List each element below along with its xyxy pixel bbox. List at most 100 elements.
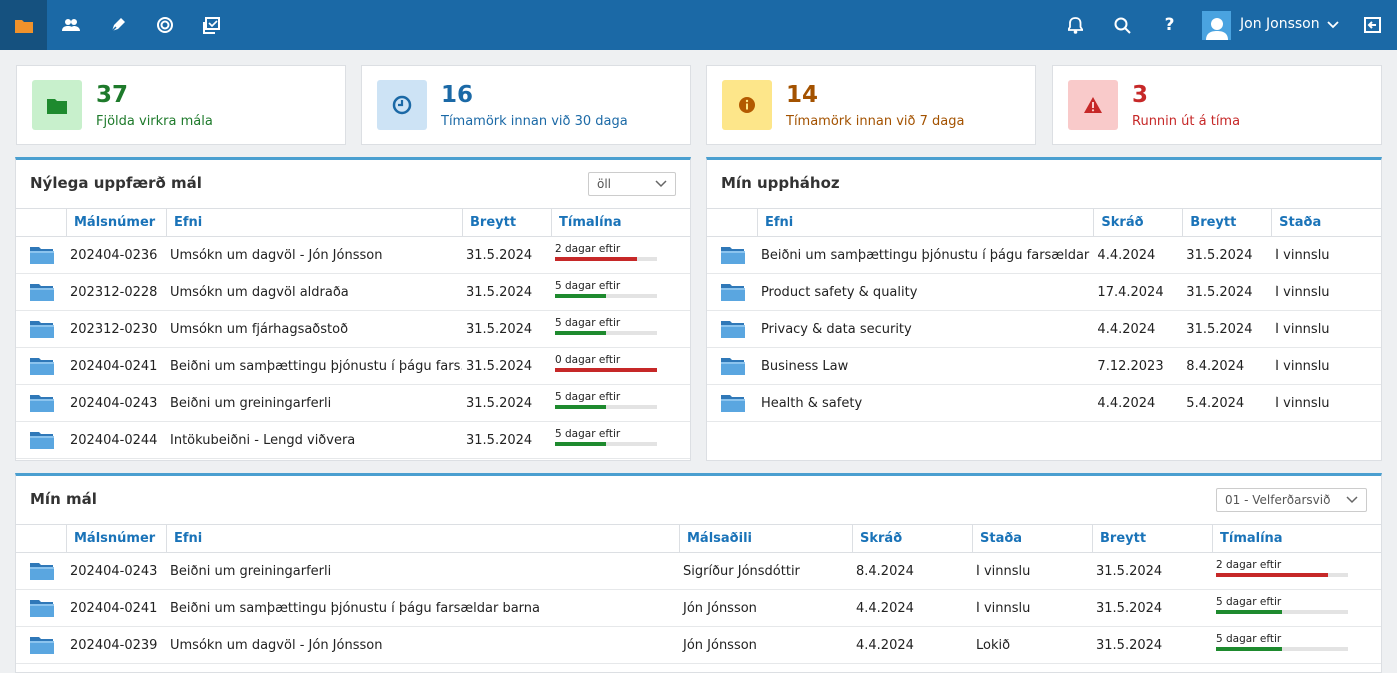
table: MálsnúmerEfniBreyttTímalína202404-0236Um… [16,208,690,459]
icon [1083,96,1103,114]
stat-label: Tímamörk innan við 30 daga [441,114,628,129]
header-cell[interactable]: Breytt [462,209,551,236]
header-cell[interactable]: Skráð [852,525,972,552]
cell: Í vinnslu [1271,359,1381,374]
cell: 8.4.2024 [1182,359,1271,374]
header-cell[interactable]: Skráð [1093,209,1182,236]
table-row[interactable]: Beiðni um samþættingu þjónustu í þágu fa… [707,237,1381,274]
stat-label: Fjölda virkra mála [96,114,213,129]
progress-fill [1216,647,1282,651]
cell: Í vinnslu [1271,248,1381,263]
filter-select[interactable]: öll [588,172,676,196]
cell: Lokið [972,638,1092,653]
cell: Í vinnslu [972,601,1092,616]
table-row[interactable]: 202312-0228Umsókn um dagvöl aldraða31.5.… [16,274,690,311]
logout-icon[interactable] [1364,17,1381,33]
icon [47,97,67,114]
header-cell[interactable]: Efni [166,209,462,236]
cell: Privacy & data security [757,322,1093,337]
cell: 202312-0230 [66,322,166,337]
cell: 31.5.2024 [1182,285,1271,300]
table-row[interactable]: 202404-0243Beiðni um greiningarferli31.5… [16,385,690,422]
table-row[interactable]: 202404-0239Umsókn um dagvöl - Jón Jónsso… [16,627,1381,664]
table-row[interactable]: 202404-0241Beiðni um samþættingu þjónust… [16,348,690,385]
nav-notifications[interactable] [1052,0,1099,50]
timeline-cell: 5 dagar eftir [1212,596,1381,614]
chevron [655,180,667,188]
cell: 202404-0241 [66,601,166,616]
nav-tasks[interactable] [188,0,235,50]
cell: 5.4.2024 [1182,396,1271,411]
cell: 7.12.2023 [1093,359,1182,374]
cell: Í vinnslu [1271,322,1381,337]
cell: Í vinnslu [1271,396,1381,411]
subscriptions-panel: Mín uppháhozEfniSkráðBreyttStaðaBeiðni u… [706,157,1382,461]
cell: Intökubeiðni - Lengd viðvera [166,433,462,448]
progress-track [555,368,657,372]
header-cell[interactable]: Staða [1271,209,1381,236]
header-cell[interactable]: Málsnúmer [66,525,166,552]
nav-target[interactable] [141,0,188,50]
folder-icon [721,282,745,302]
filter-value: öll [597,177,611,191]
folder-icon [30,635,54,655]
cell: 31.5.2024 [462,359,551,374]
cell: Umsókn um dagvöl - Jón Jónsson [166,638,679,653]
cell: 31.5.2024 [462,396,551,411]
stat-value: 37 [96,82,128,108]
header-cell[interactable]: Málsnúmer [66,209,166,236]
header-cell[interactable]: Efni [757,209,1093,236]
table: MálsnúmerEfniMálsaðiliSkráðStaðaBreyttTí… [16,524,1381,664]
header-cell[interactable]: Málsaðili [679,525,852,552]
people-icon [62,18,80,32]
table-row[interactable]: Privacy & data security4.4.202431.5.2024… [707,311,1381,348]
user-menu-chevron[interactable] [1327,21,1339,29]
stat-label: Runnin út á tíma [1132,114,1240,129]
timeline-cell: 5 dagar eftir [551,428,690,446]
cell: Jón Jónsson [679,601,852,616]
nav-cases[interactable] [0,0,47,50]
nav-search[interactable] [1099,0,1146,50]
folder-icon [721,356,745,376]
filter-select[interactable]: 01 - Velferðarsvið [1216,488,1367,512]
table-row[interactable]: 202312-0230Umsókn um fjárhagsaðstoð31.5.… [16,311,690,348]
header-cell[interactable]: Breytt [1092,525,1212,552]
table-row[interactable]: 202404-0243Beiðni um greiningarferliSigr… [16,553,1381,590]
stat-icon [722,80,772,130]
nav-sign[interactable] [94,0,141,50]
stat-card[interactable]: 16 Tímamörk innan við 30 daga [361,65,691,145]
table-row[interactable]: Product safety & quality17.4.202431.5.20… [707,274,1381,311]
cell: Health & safety [757,396,1093,411]
stat-value: 16 [441,82,473,108]
header-cell[interactable]: Tímalína [551,209,690,236]
cell: 202312-0228 [66,285,166,300]
progress-fill [555,442,606,446]
header-cell[interactable]: Staða [972,525,1092,552]
table-row[interactable]: 202404-0244Intökubeiðni - Lengd viðvera3… [16,422,690,459]
progress-track [1216,610,1348,614]
cell: 4.4.2024 [852,638,972,653]
header-cell[interactable]: Breytt [1182,209,1271,236]
cell: Í vinnslu [972,564,1092,579]
timeline-label: 2 dagar eftir [555,243,690,255]
user-name[interactable]: Jon Jonsson [1240,16,1320,32]
top-nav: ? Jon Jonsson [0,0,1397,50]
timeline-label: 2 dagar eftir [1216,559,1381,571]
cell: 8.4.2024 [852,564,972,579]
folder-cell [707,278,757,306]
table-row[interactable]: 202404-0241Beiðni um samþættingu þjónust… [16,590,1381,627]
timeline-label: 5 dagar eftir [555,391,690,403]
table-row[interactable]: Business Law7.12.20238.4.2024Í vinnslu [707,348,1381,385]
table-row[interactable]: Health & safety4.4.20245.4.2024Í vinnslu [707,385,1381,422]
header-cell[interactable]: Tímalína [1212,525,1381,552]
header-cell[interactable]: Efni [166,525,679,552]
nav-help[interactable]: ? [1146,0,1193,50]
avatar[interactable] [1202,11,1231,40]
table-row[interactable]: 202404-0236Umsókn um dagvöl - Jón Jónsso… [16,237,690,274]
folder-cell [707,352,757,380]
progress-fill [1216,610,1282,614]
stat-card[interactable]: 14Tímamörk innan við 7 daga [706,65,1036,145]
stat-card[interactable]: 3Runnin út á tíma [1052,65,1382,145]
nav-people[interactable] [47,0,94,50]
stat-card[interactable]: 37 Fjölda virkra mála [16,65,346,145]
